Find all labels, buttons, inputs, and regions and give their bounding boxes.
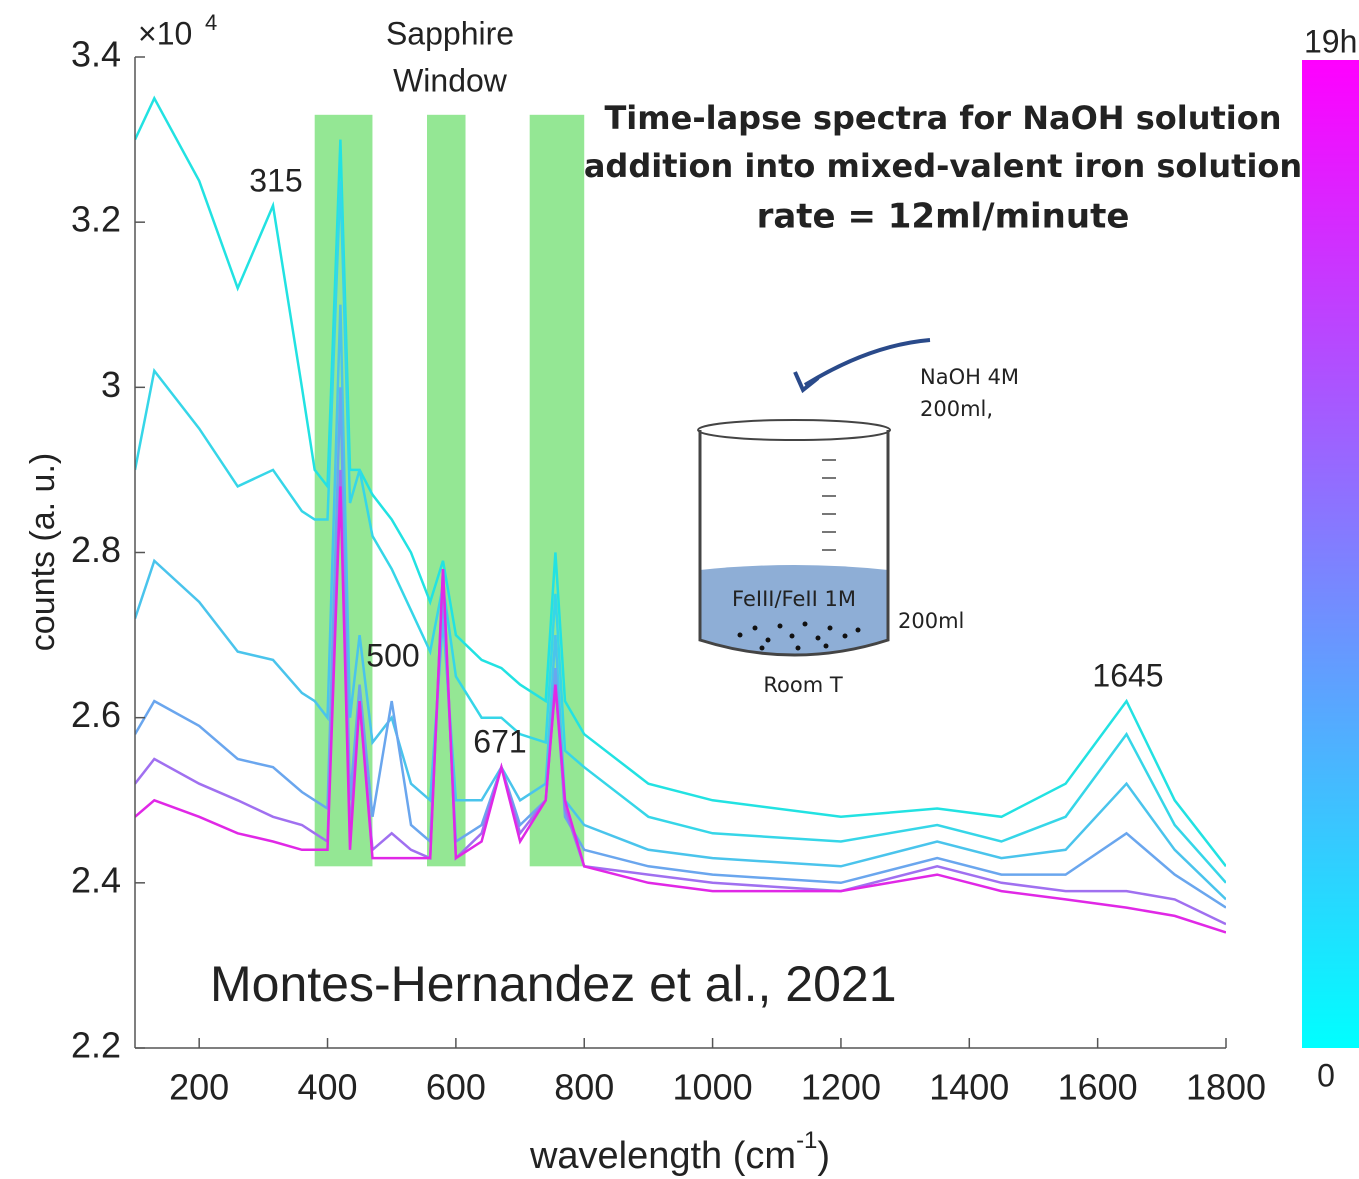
inset-label: FeIII/FeII 1M [732,587,856,611]
peak-label: 315 [249,162,302,198]
colorbar-label: 19h [1304,23,1357,59]
inset-label: Room T [763,673,842,697]
y-multiplier-exponent: 4 [205,10,217,35]
y-multiplier: ×10 [138,15,192,51]
x-tick-label: 800 [554,1067,614,1108]
peak-label: 500 [366,637,419,673]
region-label: Window [393,62,508,98]
peak-label: 671 [473,723,526,759]
inset-label: NaOH 4M [920,365,1019,389]
x-tick-label: 600 [426,1067,486,1108]
spectrum-line [135,304,1226,901]
x-tick-label: 1600 [1058,1067,1138,1108]
y-tick-label: 2.2 [71,1025,121,1066]
x-tick-label: 1200 [801,1067,881,1108]
y-tick-label: 2.6 [71,694,121,735]
spectrum-line [135,387,1226,909]
title-line: addition into mixed-valent iron solution [584,147,1302,185]
region-label: Sapphire [386,15,514,51]
x-tick-label: 1400 [929,1067,1009,1108]
x-label-sup: -1 [796,1127,817,1154]
x-tick-label: 1800 [1186,1067,1266,1108]
liquid [700,565,888,655]
graduations [822,459,836,551]
peak-label: 1645 [1092,657,1163,693]
beaker [698,430,890,657]
sapphire-band [529,114,585,867]
particles [737,621,861,651]
citation: Montes-Hernandez et al., 2021 [210,956,897,1012]
spectrum-line [135,180,1226,884]
inset-label: 200ml [898,609,964,633]
spectrum-line [135,486,1226,934]
x-label-text: wavelength (cm [529,1135,796,1177]
inset-diagram: NaOH 4M 200ml, FeIII/FeII 1M 200ml Room … [697,338,1019,697]
colorbar [1302,60,1359,1048]
y-tick-label: 3 [101,364,121,405]
x-tick-label: 200 [169,1067,229,1108]
x-tick-label: 400 [297,1067,357,1108]
y-tick-label: 3.2 [71,199,121,240]
x-label-text: ) [817,1135,830,1177]
spectrum-line [135,469,1226,926]
y-axis-label: counts (a. u.) [24,453,62,651]
y-tick-label: 2.8 [71,529,121,570]
title-line: rate = 12ml/minute [757,197,1130,237]
arrow [803,338,931,387]
inset-label: 200ml, [920,397,993,421]
y-tick-label: 3.4 [71,34,121,75]
y-tick-label: 2.4 [71,859,121,900]
arrow-head [793,371,820,394]
x-tick-label: 1000 [673,1067,753,1108]
x-axis-label: wavelength (cm-1) [529,1127,830,1177]
colorbar-label: 0 [1317,1057,1335,1093]
spectrum-line [135,95,1226,868]
spectra [135,95,1226,934]
title-line: Time-lapse spectra for NaOH solution [604,99,1281,137]
beaker-rim [697,419,891,441]
axes: 2.2 2.4 2.6 2.8 3 3.2 3.4 200 400 600 800 1000 1200 1… [71,34,1266,1108]
